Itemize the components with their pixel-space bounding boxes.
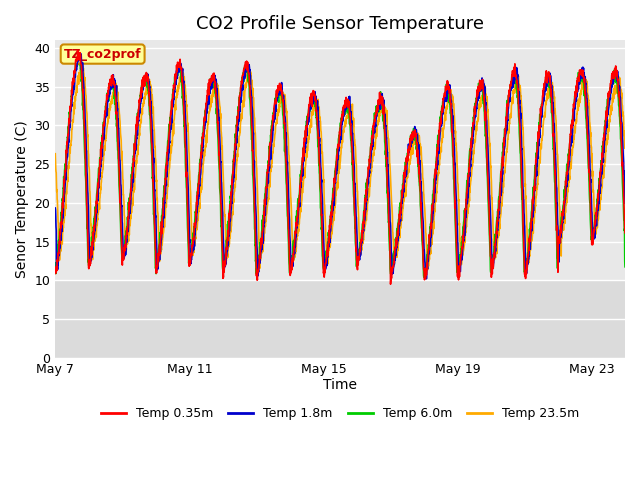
Y-axis label: Senor Temperature (C): Senor Temperature (C) <box>15 120 29 278</box>
Bar <box>55 280 625 358</box>
Title: CO2 Profile Sensor Temperature: CO2 Profile Sensor Temperature <box>196 15 484 33</box>
X-axis label: Time: Time <box>323 378 357 393</box>
Legend: Temp 0.35m, Temp 1.8m, Temp 6.0m, Temp 23.5m: Temp 0.35m, Temp 1.8m, Temp 6.0m, Temp 2… <box>96 402 584 425</box>
Text: TZ_co2prof: TZ_co2prof <box>64 48 141 60</box>
